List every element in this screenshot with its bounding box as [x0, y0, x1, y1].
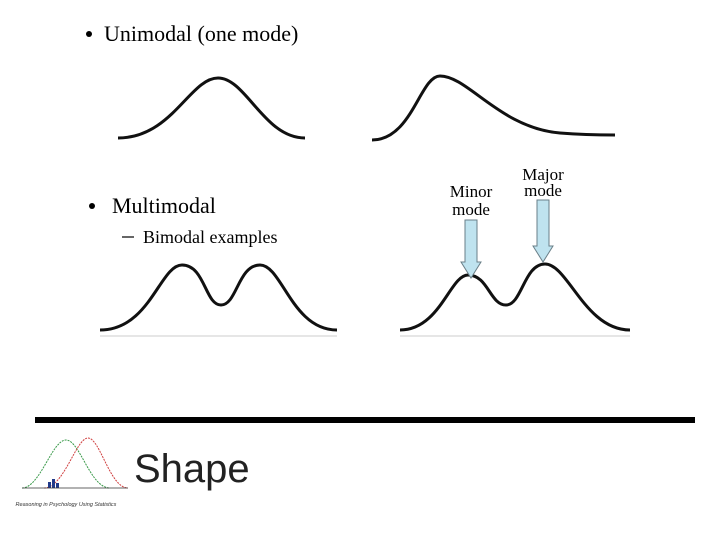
curve	[117, 76, 306, 140]
logo-curve	[43, 437, 129, 489]
annotation: Major	[522, 165, 564, 184]
annotation: Minor	[450, 182, 493, 201]
logo-caption: Reasoning in Psychology Using Statistics	[16, 502, 117, 508]
bullet	[86, 31, 92, 37]
annotation: mode	[452, 200, 490, 219]
logo-box	[18, 430, 130, 502]
arrow	[532, 199, 554, 263]
curve	[371, 74, 616, 142]
logo-bar	[52, 479, 55, 488]
curve	[399, 262, 631, 332]
slide-title: Shape	[134, 447, 250, 491]
logo-bar	[48, 482, 51, 488]
bullet-text: Multimodal	[112, 193, 216, 218]
annotation: mode	[524, 181, 562, 200]
logo-bar	[56, 483, 59, 488]
bullet-text: Unimodal (one mode)	[104, 21, 298, 46]
curve	[99, 263, 338, 332]
logo-curve	[21, 439, 111, 489]
bullet	[89, 203, 95, 209]
divider	[35, 417, 695, 423]
arrow	[460, 219, 482, 279]
logo: Reasoning in Psychology Using Statistics	[16, 430, 130, 508]
sub-bullet-text: Bimodal examples	[143, 227, 277, 247]
